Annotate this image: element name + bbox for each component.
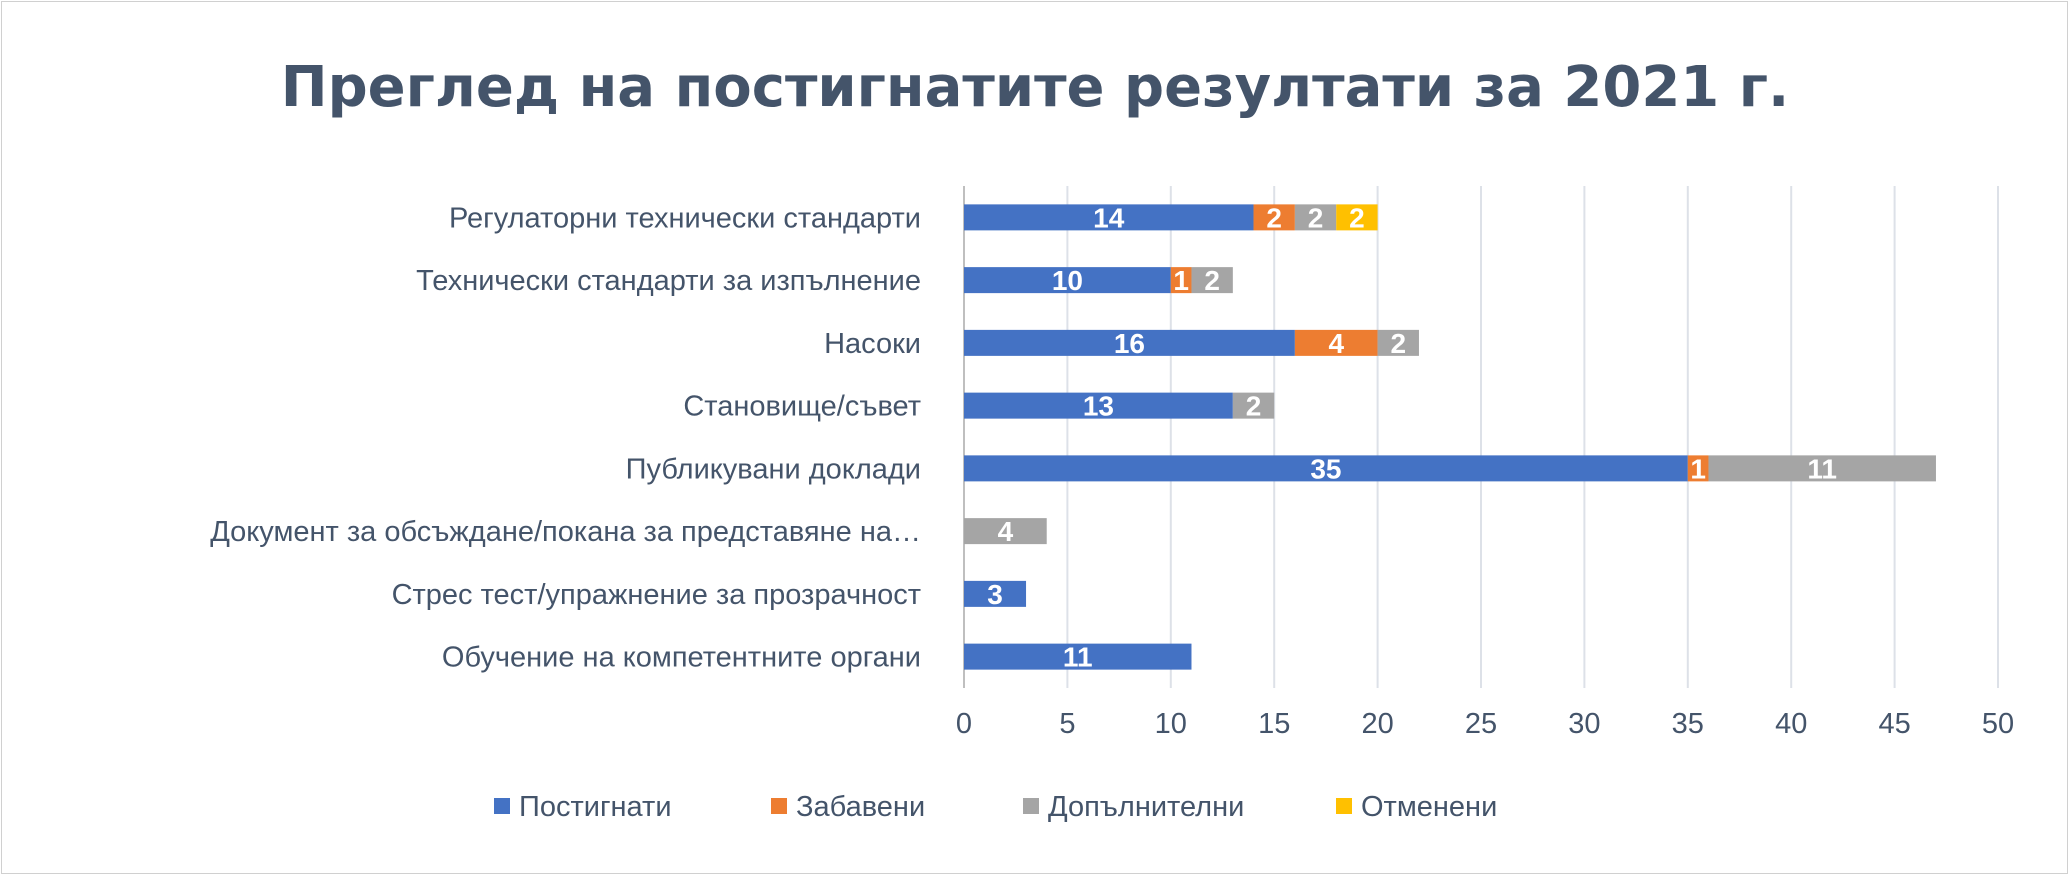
data-label: 3 <box>987 579 1003 610</box>
legend-swatch <box>494 798 510 814</box>
bar-segment <box>964 455 1688 482</box>
legend-label: Постигнати <box>519 791 672 823</box>
legend-label: Отменени <box>1361 791 1497 823</box>
data-label: 2 <box>1308 202 1324 233</box>
data-label: 2 <box>1204 265 1220 296</box>
category-label: Становище/съвет <box>683 391 921 423</box>
bar-segment <box>964 267 1171 294</box>
data-label: 16 <box>1114 328 1145 359</box>
x-tick-label: 45 <box>1878 708 1910 740</box>
bar-segment <box>1687 455 1709 482</box>
legend-label: Допълнителни <box>1048 791 1244 823</box>
category-label: Насоки <box>824 328 921 360</box>
data-label: 2 <box>1246 391 1262 422</box>
data-label: 4 <box>1328 328 1344 359</box>
x-tick-label: 40 <box>1775 708 1807 740</box>
category-label: Публикувани доклади <box>626 453 921 485</box>
x-tick-label: 5 <box>1059 708 1075 740</box>
legend-swatch <box>771 798 787 814</box>
x-tick-label: 10 <box>1155 708 1187 740</box>
data-label: 10 <box>1052 265 1083 296</box>
bar-segment <box>1232 392 1275 419</box>
data-label: 2 <box>1266 202 1282 233</box>
category-label: Документ за обсъждане/покана за представ… <box>210 516 921 548</box>
bar-segment <box>1294 204 1337 231</box>
bar-segment <box>964 392 1233 419</box>
category-label: Обучение на компетентните органи <box>442 642 921 674</box>
bar-segment <box>1253 204 1295 231</box>
bar-segment <box>1708 455 1936 482</box>
category-label: Технически стандарти за изпълнение <box>416 265 921 297</box>
x-tick-label: 15 <box>1258 708 1290 740</box>
data-label: 35 <box>1310 453 1341 484</box>
category-label: Регулаторни технически стандарти <box>449 202 921 234</box>
data-label: 1 <box>1173 265 1189 296</box>
data-label: 13 <box>1083 391 1114 422</box>
x-tick-label: 25 <box>1465 708 1497 740</box>
category-label: Стрес тест/упражнение за прозрачност <box>392 579 921 611</box>
x-tick-label: 30 <box>1568 708 1600 740</box>
bar-segment <box>964 204 1254 231</box>
bar-segment <box>964 518 1047 545</box>
data-label: 11 <box>1807 453 1837 484</box>
bar-segment <box>964 329 1295 356</box>
data-label: 14 <box>1093 202 1125 233</box>
data-label: 11 <box>1063 642 1093 673</box>
x-tick-label: 0 <box>956 708 972 740</box>
data-label: 1 <box>1690 453 1706 484</box>
x-tick-label: 50 <box>1982 708 2014 740</box>
legend-swatch <box>1023 798 1039 814</box>
bar-segment <box>1170 267 1192 294</box>
chart-title: Преглед на постигнатите резултати за 202… <box>281 55 1790 120</box>
bar-segment <box>1377 329 1419 356</box>
legend-label: Забавени <box>796 791 925 823</box>
data-label: 2 <box>1349 202 1365 233</box>
data-label: 4 <box>998 516 1014 547</box>
data-label: 2 <box>1390 328 1406 359</box>
bar-segment <box>1336 204 1378 231</box>
bar-segment <box>1294 329 1378 356</box>
x-tick-label: 20 <box>1361 708 1393 740</box>
legend-swatch <box>1336 798 1352 814</box>
x-tick-label: 35 <box>1672 708 1704 740</box>
bar-segment <box>964 580 1027 607</box>
bar-segment <box>964 643 1192 670</box>
bar-segment <box>1191 267 1233 294</box>
